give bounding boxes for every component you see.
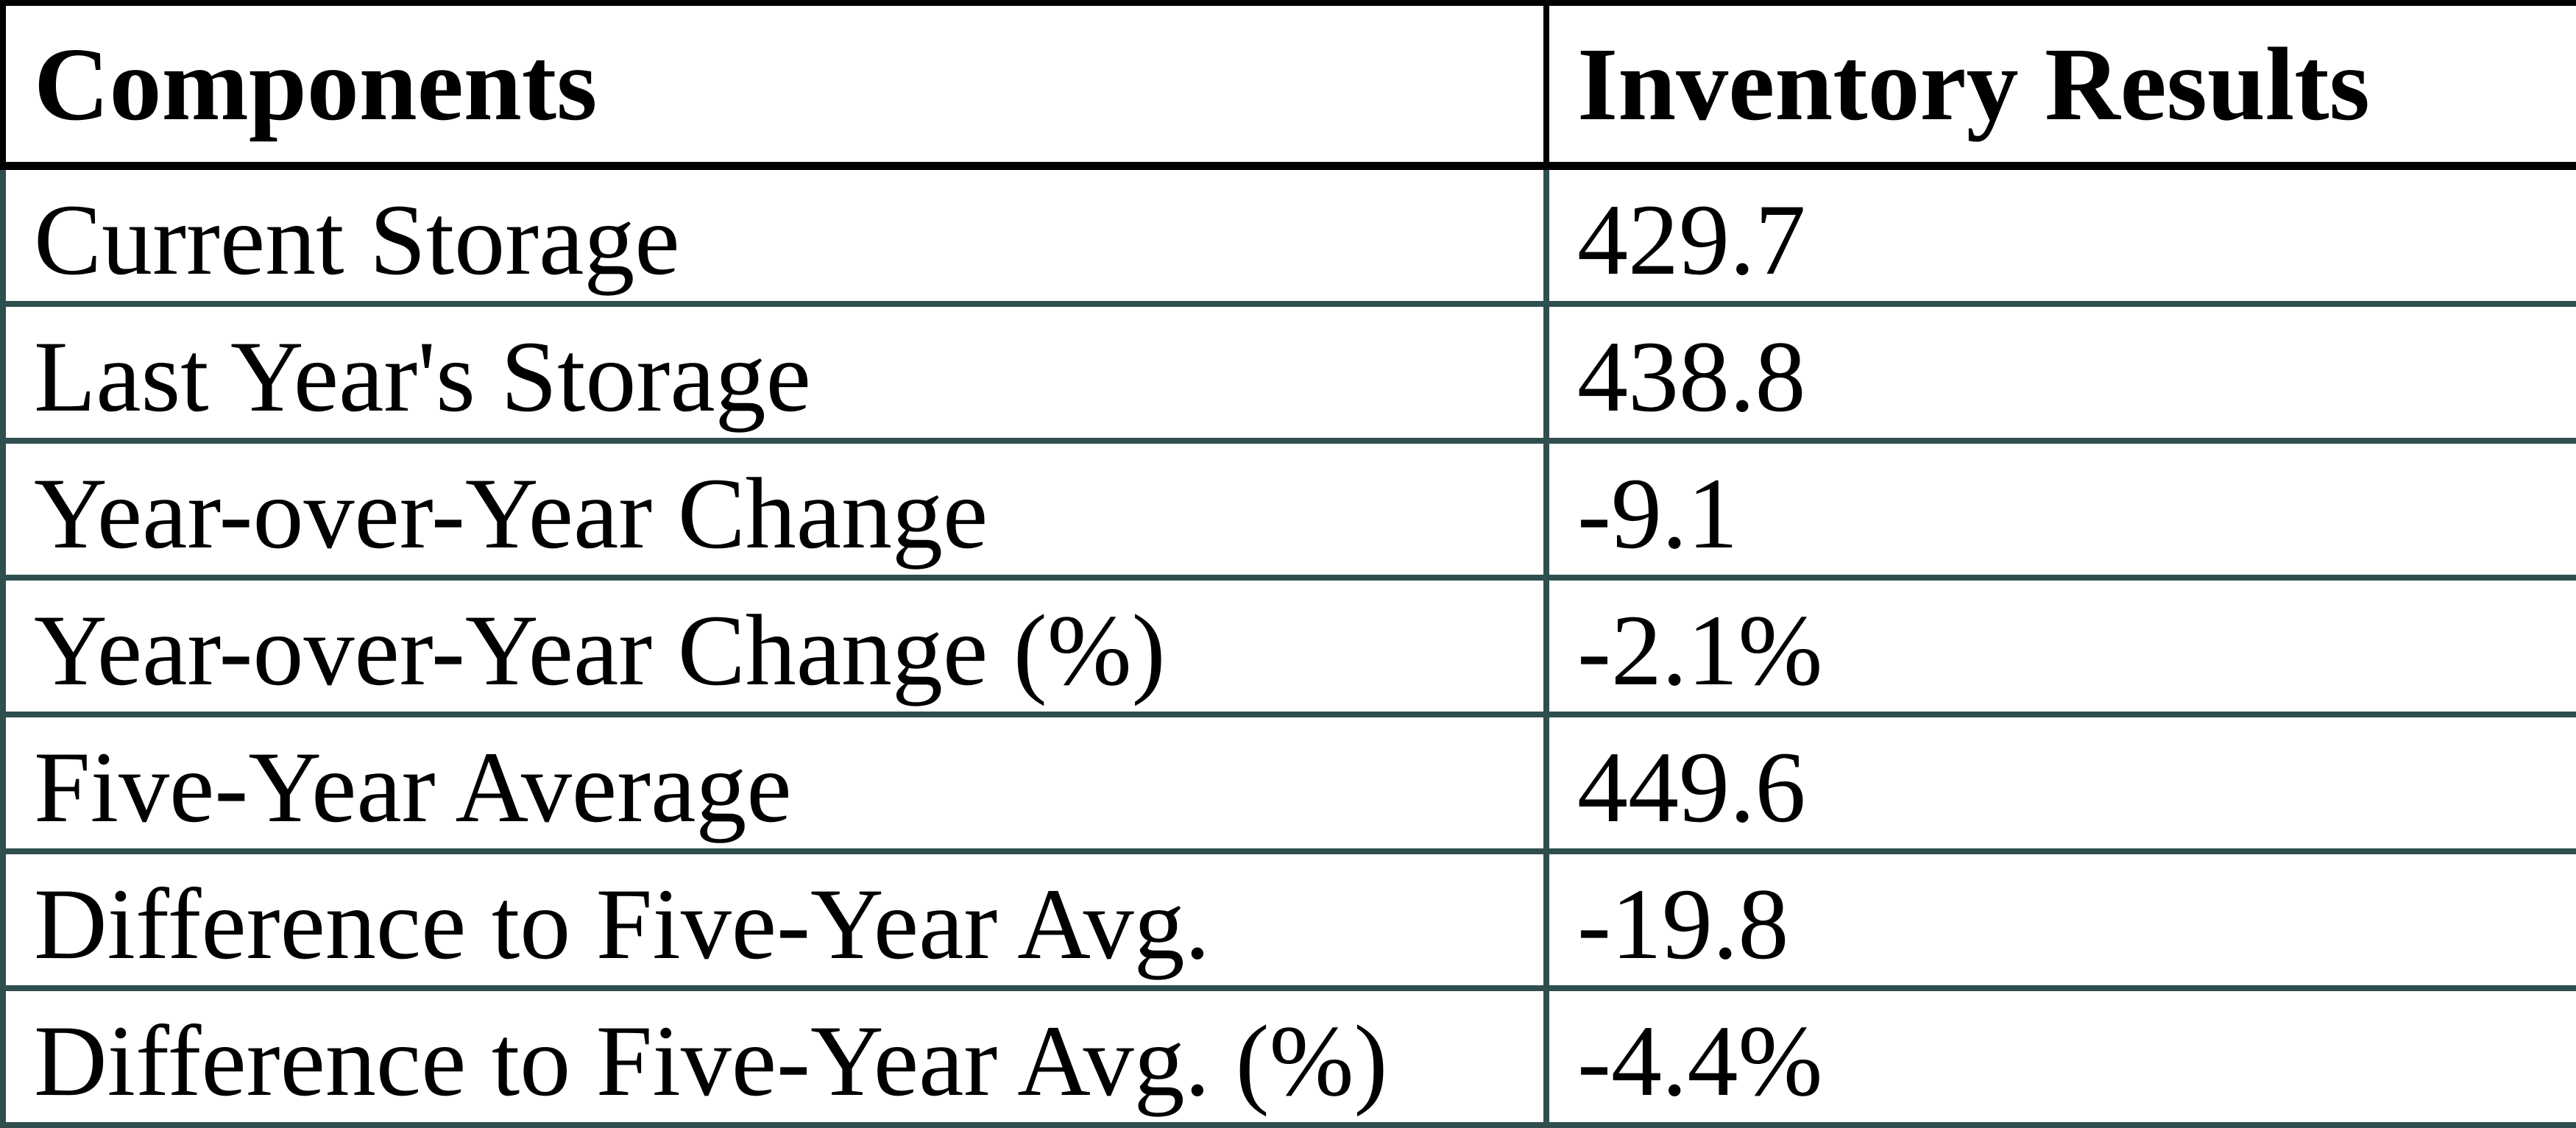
table-row: Five-Year Average 449.6 <box>0 712 2576 854</box>
component-label-cell: Last Year's Storage <box>0 301 1549 444</box>
column-header-inventory-results: Inventory Results <box>1543 0 2576 170</box>
table-row: Difference to Five-Year Avg. -19.8 <box>0 848 2576 991</box>
component-label-cell: Year-over-Year Change (%) <box>0 575 1549 717</box>
table-row: Difference to Five-Year Avg. (%) -4.4% <box>0 985 2576 1128</box>
component-label-cell: Difference to Five-Year Avg. (%) <box>0 985 1549 1128</box>
inventory-value-cell: 449.6 <box>1543 712 2576 854</box>
component-label-cell: Current Storage <box>0 163 1549 307</box>
column-header-components: Components <box>0 0 1549 170</box>
inventory-value-cell: 429.7 <box>1543 163 2576 307</box>
component-label-cell: Year-over-Year Change <box>0 438 1549 581</box>
inventory-value-cell: 438.8 <box>1543 301 2576 444</box>
inventory-value-cell: -4.4% <box>1543 985 2576 1128</box>
table-row: Year-over-Year Change -9.1 <box>0 438 2576 581</box>
component-label-cell: Five-Year Average <box>0 712 1549 854</box>
header-row: Components Inventory Results <box>0 0 2576 170</box>
inventory-value-cell: -19.8 <box>1543 848 2576 991</box>
table-row: Last Year's Storage 438.8 <box>0 301 2576 444</box>
inventory-value-cell: -9.1 <box>1543 438 2576 581</box>
table-row: Current Storage 429.7 <box>0 163 2576 307</box>
inventory-value-cell: -2.1% <box>1543 575 2576 717</box>
component-label-cell: Difference to Five-Year Avg. <box>0 848 1549 991</box>
table-row: Year-over-Year Change (%) -2.1% <box>0 575 2576 717</box>
